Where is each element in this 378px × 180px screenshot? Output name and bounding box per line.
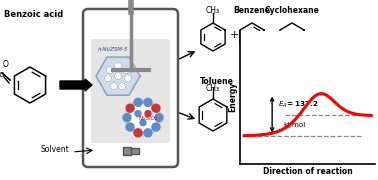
- Circle shape: [107, 67, 113, 74]
- Text: kJ/mol: kJ/mol: [284, 122, 306, 128]
- Circle shape: [135, 111, 141, 117]
- Circle shape: [134, 129, 142, 137]
- Circle shape: [140, 120, 146, 126]
- Text: Benzoic acid: Benzoic acid: [4, 10, 63, 19]
- Circle shape: [123, 114, 131, 122]
- Text: Ni/SiO₂: Ni/SiO₂: [138, 116, 158, 121]
- Circle shape: [122, 67, 130, 74]
- Circle shape: [118, 83, 125, 90]
- FancyBboxPatch shape: [83, 9, 178, 167]
- Text: Cyclohexane: Cyclohexane: [265, 6, 319, 15]
- Circle shape: [130, 105, 156, 131]
- Y-axis label: Energy: Energy: [229, 82, 238, 112]
- Circle shape: [145, 111, 151, 117]
- Circle shape: [134, 98, 142, 106]
- Text: CH₃: CH₃: [206, 84, 220, 93]
- Circle shape: [126, 104, 134, 112]
- Text: Benzene: Benzene: [234, 6, 271, 15]
- X-axis label: Direction of reaction: Direction of reaction: [263, 166, 353, 176]
- FancyBboxPatch shape: [122, 147, 130, 155]
- Text: +: +: [268, 30, 278, 40]
- Circle shape: [125, 100, 161, 136]
- FancyBboxPatch shape: [91, 39, 170, 143]
- Circle shape: [124, 75, 132, 82]
- Text: +: +: [229, 30, 239, 40]
- Text: h-Ni/ZSM-5: h-Ni/ZSM-5: [98, 46, 128, 51]
- Text: O: O: [3, 60, 9, 69]
- Circle shape: [152, 104, 160, 112]
- Text: Toluene: Toluene: [200, 77, 234, 86]
- Text: HO: HO: [0, 72, 5, 78]
- Circle shape: [144, 98, 152, 106]
- Circle shape: [152, 123, 160, 131]
- FancyBboxPatch shape: [130, 148, 138, 154]
- Text: CH₃: CH₃: [206, 6, 220, 15]
- Polygon shape: [96, 57, 140, 95]
- Text: $E_A$= 137.2: $E_A$= 137.2: [279, 99, 319, 109]
- Circle shape: [104, 75, 112, 82]
- Circle shape: [110, 83, 118, 90]
- FancyArrow shape: [60, 79, 92, 91]
- Circle shape: [155, 114, 163, 122]
- Text: Solvent: Solvent: [40, 145, 70, 154]
- Circle shape: [126, 123, 134, 131]
- Circle shape: [144, 129, 152, 137]
- Circle shape: [115, 63, 121, 70]
- Circle shape: [115, 73, 121, 80]
